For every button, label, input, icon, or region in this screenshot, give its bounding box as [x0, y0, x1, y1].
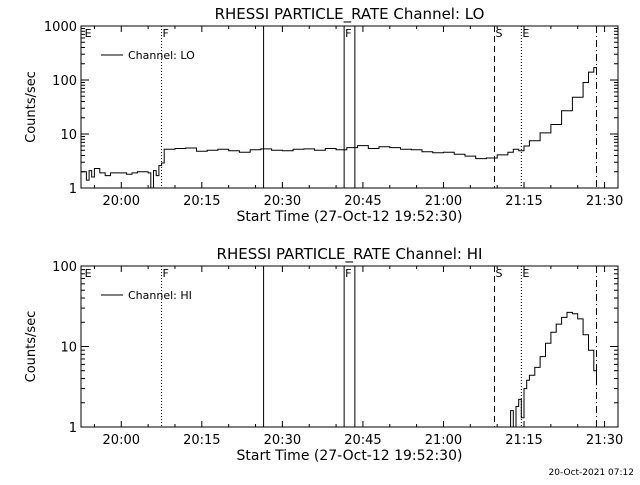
panel-2-x-axis-label: Start Time (27-Oct-12 19:52:30) — [237, 448, 463, 464]
panel-1-x-axis-label: Start Time (27-Oct-12 19:52:30) — [237, 209, 463, 225]
panel-1-y-tick-label: 10 — [60, 128, 77, 143]
panel-2-title: RHESSI PARTICLE_RATE Channel: HI — [217, 245, 483, 264]
panel-1-y-axis-label: Counts/sec — [24, 71, 39, 143]
panel-1-event-marker-label: E — [85, 27, 92, 40]
panel-1-x-tick-label: 21:15 — [505, 194, 542, 209]
panel-1-y-tick-label: 1000 — [44, 20, 77, 35]
panel-2-event-marker-label: F — [163, 267, 169, 280]
panel-1-event-marker-label: S — [495, 27, 502, 40]
panel-2-event-marker-label: E — [85, 267, 92, 280]
panel-2-event-marker-label: E — [522, 267, 529, 280]
panel-2-x-tick-label: 20:30 — [264, 433, 301, 448]
panel-2-series-line — [507, 311, 597, 427]
panel-1-axes-frame — [80, 25, 619, 189]
panel-2-event-marker-label: F — [345, 267, 351, 280]
panel-1-x-tick-label: 20:15 — [183, 194, 220, 209]
panel-2-x-tick-label: 20:45 — [344, 433, 381, 448]
footer-timestamp: 20-Oct-2021 07:12 — [548, 468, 634, 478]
panel-2-event-marker-label: S — [495, 267, 502, 280]
panel-1-x-tick-label: 21:30 — [586, 194, 623, 209]
panel-1-legend-label: Channel: LO — [128, 49, 195, 62]
panel-1-x-tick-label: 21:00 — [425, 194, 462, 209]
panel-1-y-tick-label: 1 — [69, 182, 77, 197]
panel-2-y-tick-label: 1 — [69, 421, 77, 436]
panel-1-x-tick-label: 20:00 — [103, 194, 140, 209]
panel-2-x-tick-label: 20:00 — [103, 433, 140, 448]
panel-2-y-tick-label: 10 — [60, 341, 77, 356]
panel-2-x-tick-label: 21:00 — [425, 433, 462, 448]
panel-2-y-axis-label: Counts/sec — [24, 311, 39, 383]
panel-2-legend-label: Channel: HI — [128, 289, 192, 302]
panel-2-x-tick-label: 21:30 — [586, 433, 623, 448]
panel-1-event-marker-label: F — [345, 27, 351, 40]
panel-2-y-tick-label: 100 — [52, 260, 77, 275]
panel-1-event-marker-label: E — [522, 27, 529, 40]
panel-1-event-marker-label: F — [163, 27, 169, 40]
panel-1-title: RHESSI PARTICLE_RATE Channel: LO — [215, 5, 485, 24]
panel-2-x-tick-label: 21:15 — [505, 433, 542, 448]
panel-1-x-tick-label: 20:30 — [264, 194, 301, 209]
panel-1-x-tick-label: 20:45 — [344, 194, 381, 209]
panel-1-series-line — [81, 67, 597, 188]
panel-2-x-tick-label: 20:15 — [183, 433, 220, 448]
panel-1-y-tick-label: 100 — [52, 74, 77, 89]
